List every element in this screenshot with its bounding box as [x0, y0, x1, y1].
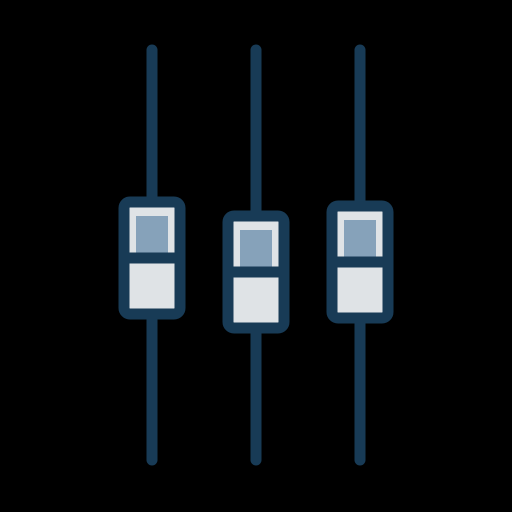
slider-2-handle	[228, 216, 284, 328]
sliders-icon	[0, 0, 512, 512]
slider-1-handle-top	[136, 216, 168, 256]
slider-2-handle-bottom	[240, 274, 272, 314]
slider-1-handle-bottom	[136, 260, 168, 300]
slider-3-handle-bottom	[344, 264, 376, 304]
slider-2-handle-top	[240, 230, 272, 270]
slider-1-handle	[124, 202, 180, 314]
slider-3-handle-top	[344, 220, 376, 260]
slider-3-handle	[332, 206, 388, 318]
